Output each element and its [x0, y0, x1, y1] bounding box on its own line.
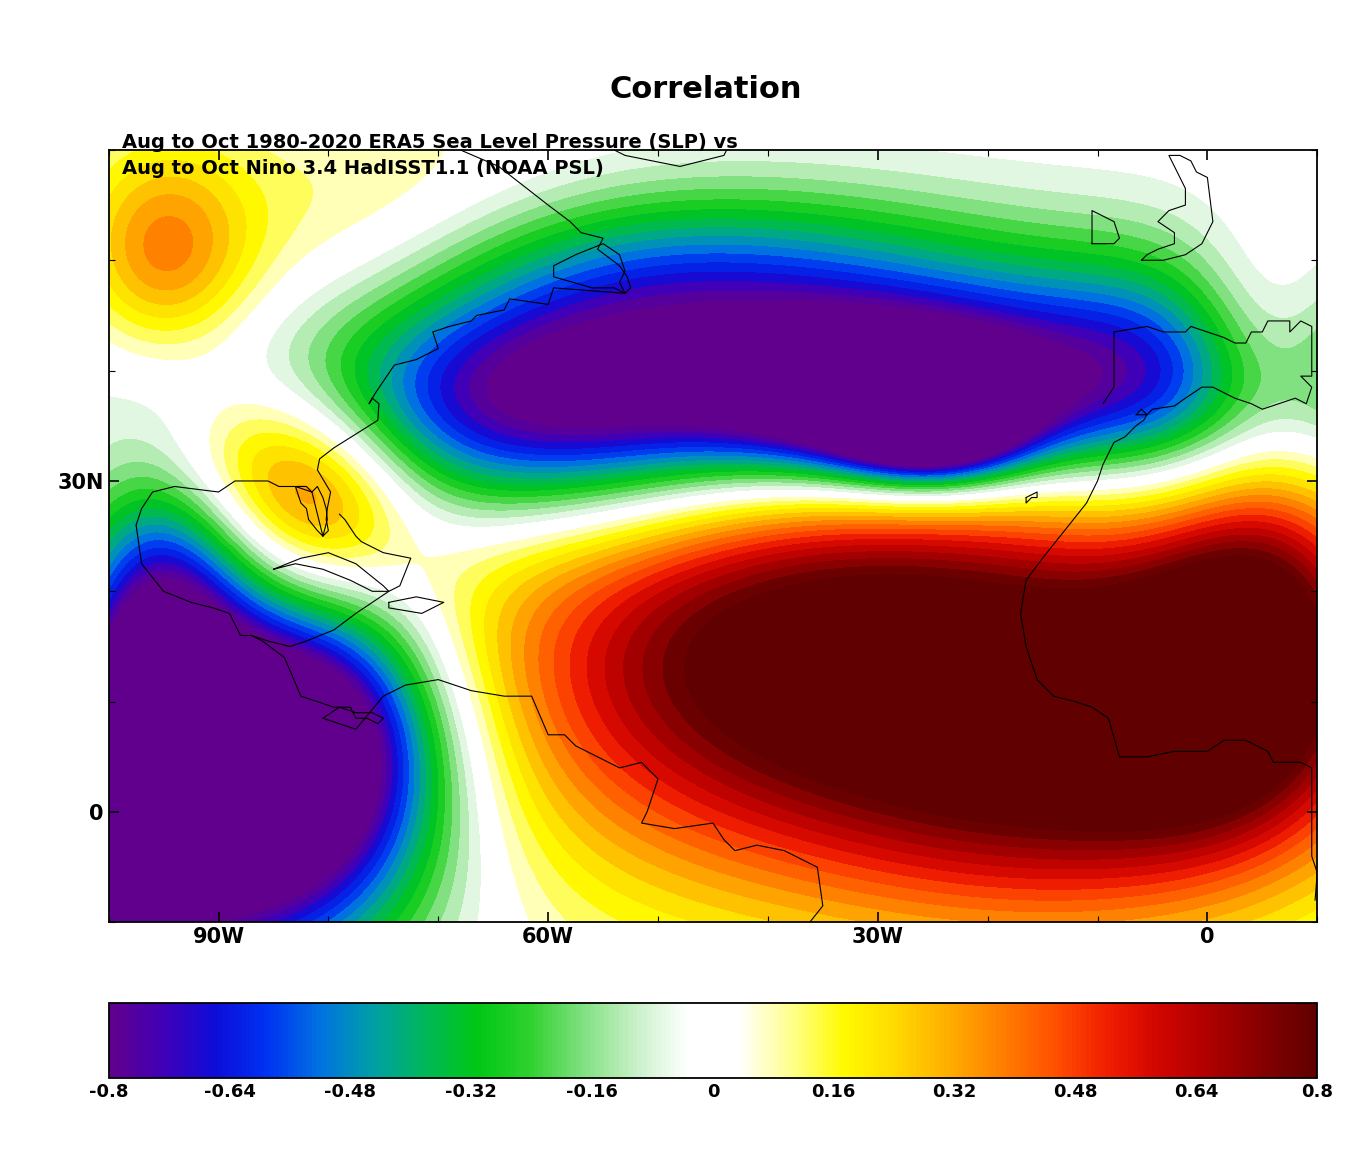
Text: Correlation: Correlation	[610, 75, 803, 104]
Text: Aug to Oct 1980-2020 ERA5 Sea Level Pressure (SLP) vs
Aug to Oct Nino 3.4 HadISS: Aug to Oct 1980-2020 ERA5 Sea Level Pres…	[122, 133, 737, 178]
